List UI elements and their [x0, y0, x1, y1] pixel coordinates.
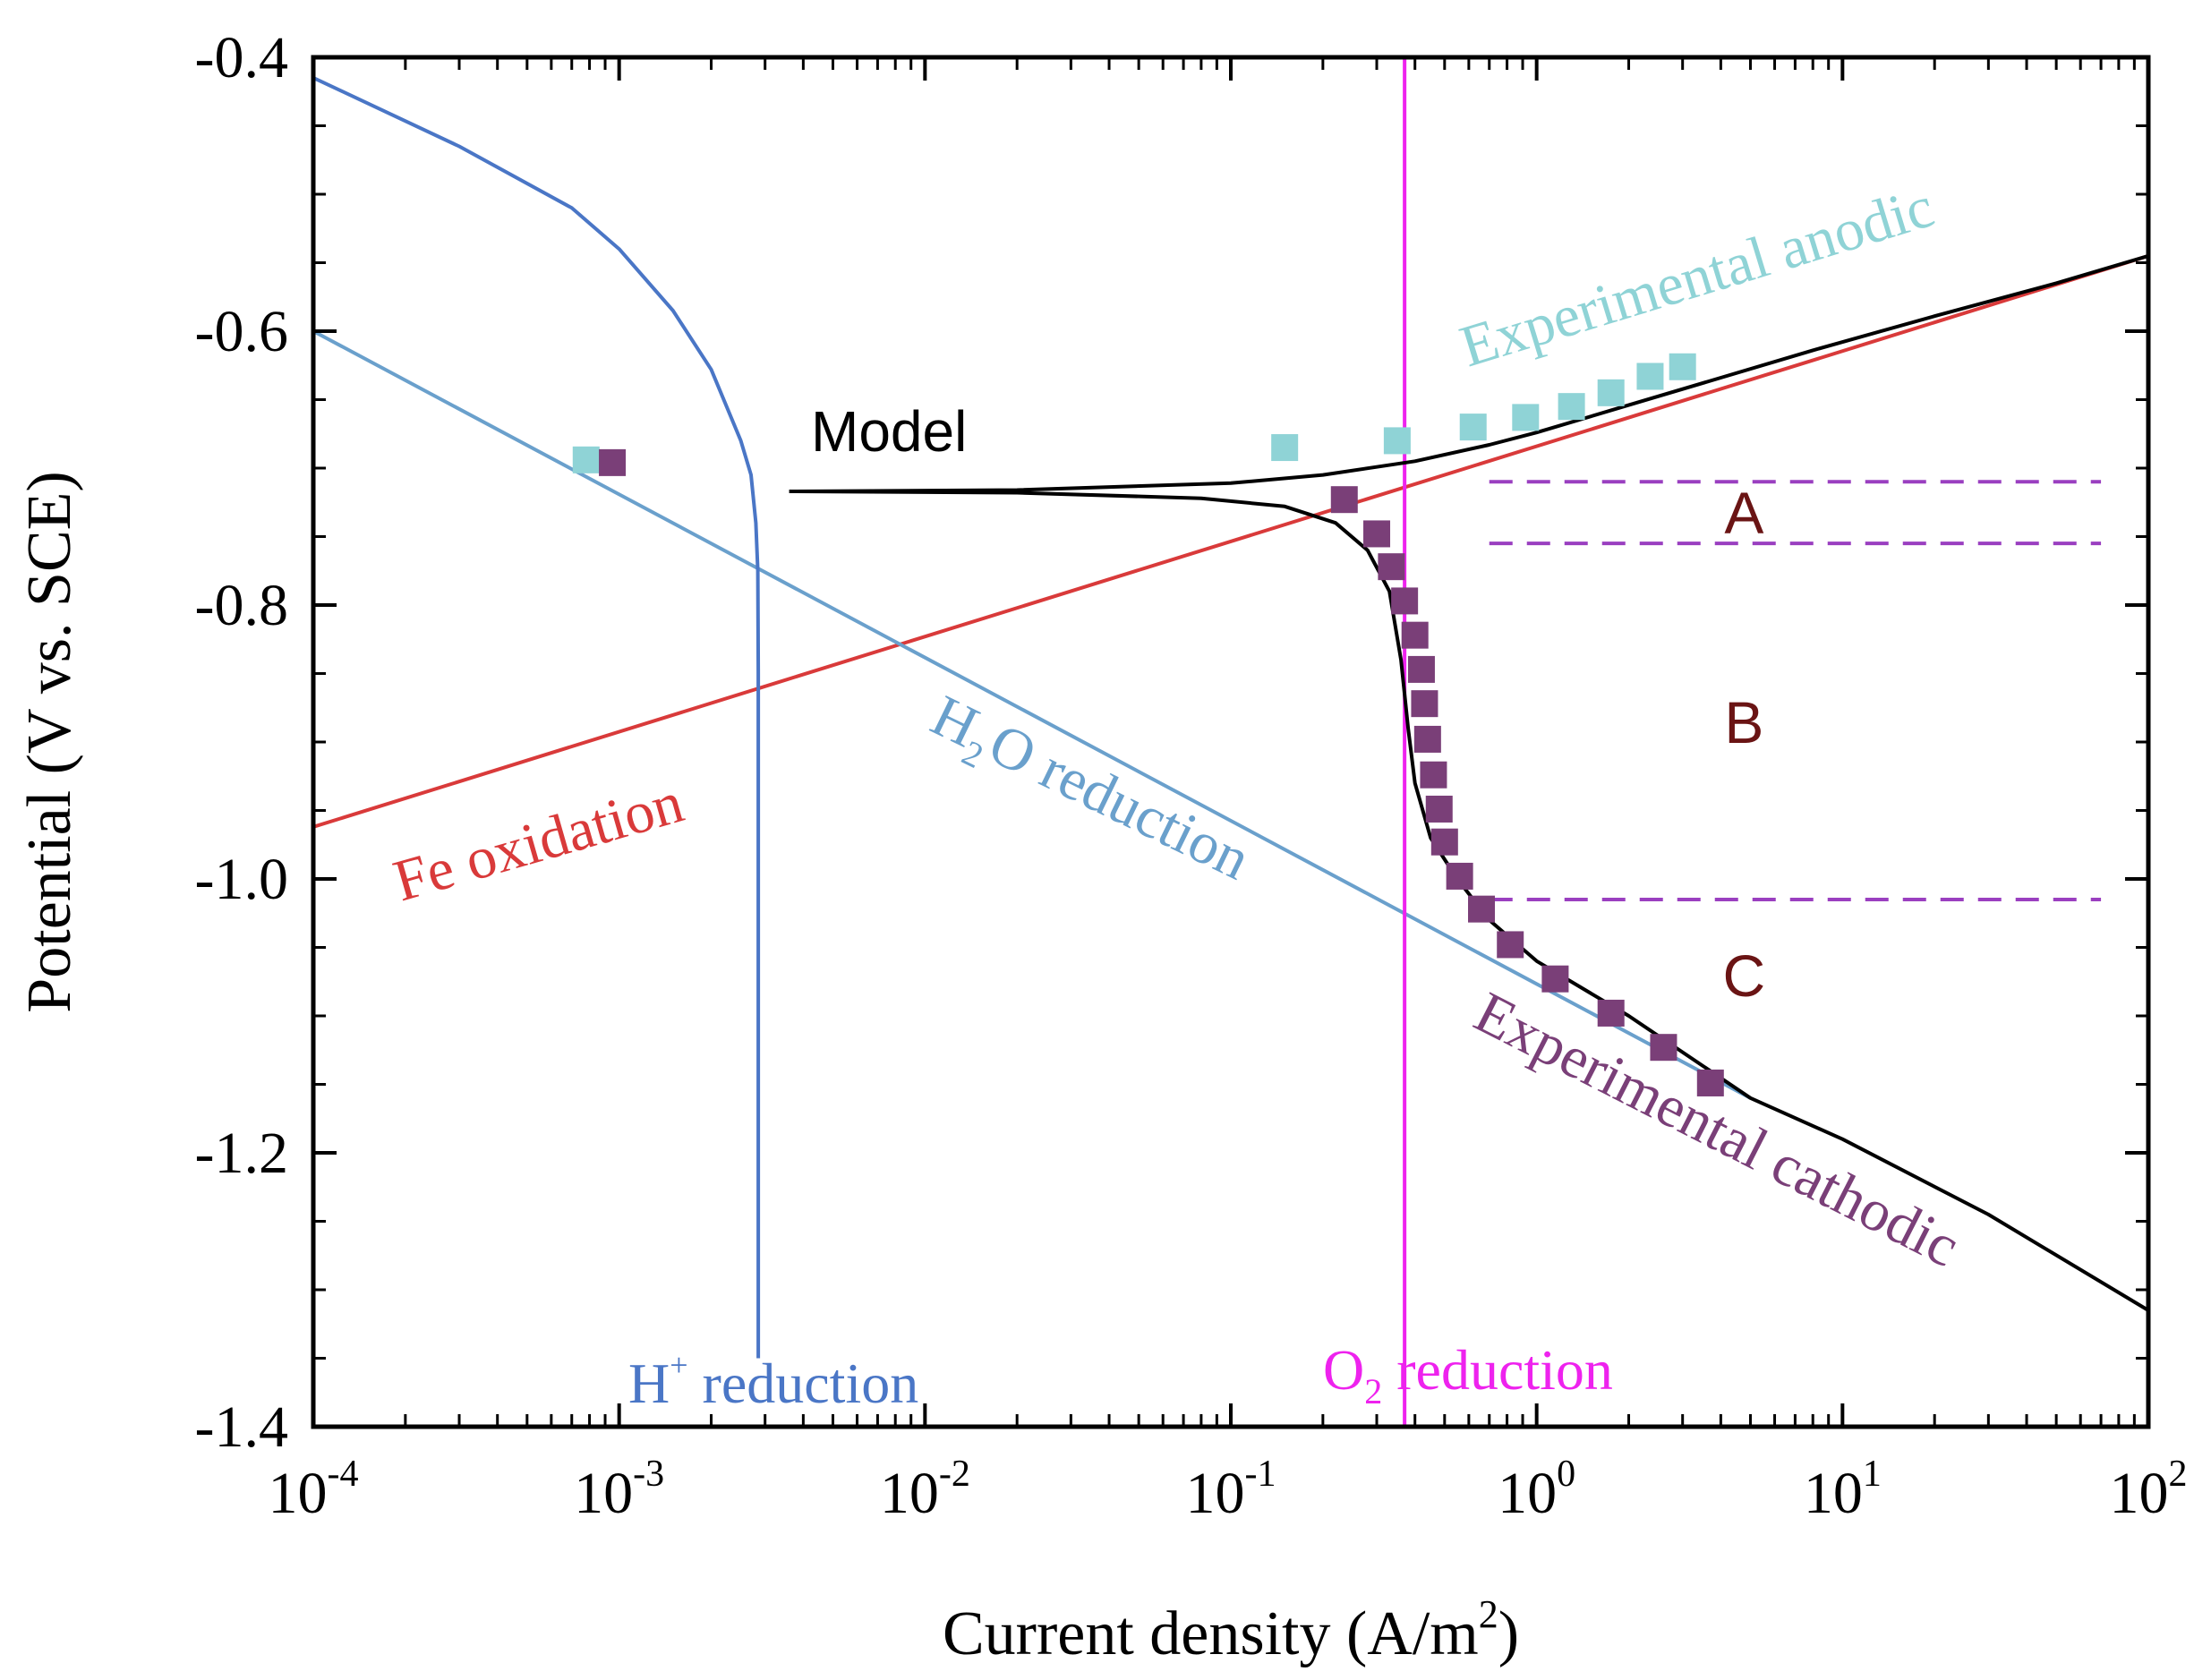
- x-tick-label-base: 10: [2110, 1461, 2169, 1526]
- experimental-anodic-point: [1271, 434, 1299, 462]
- experimental-cathodic-point: [1391, 587, 1419, 615]
- x-tick-label-exponent: 2: [2169, 1454, 2188, 1495]
- y-tick-label: -1.4: [195, 1394, 288, 1460]
- markers: [572, 353, 1724, 1096]
- x-axis-title-sup: 2: [1479, 1592, 1498, 1636]
- x-tick-label: 10-1: [1186, 1454, 1276, 1526]
- experimental-cathodic-point: [599, 448, 627, 476]
- experimental-cathodic-point: [1497, 931, 1524, 959]
- experimental-cathodic-point: [1597, 999, 1625, 1027]
- experimental-cathodic-point: [1401, 621, 1429, 649]
- h-plus-reduction-label: H+ reduction: [628, 1347, 918, 1415]
- y-tick-label: -1.2: [195, 1121, 288, 1186]
- x-tick-label: 101: [1804, 1454, 1882, 1526]
- experimental-anodic-point: [1597, 379, 1625, 406]
- experimental-cathodic-point: [1330, 486, 1358, 514]
- experimental-cathodic-point: [1696, 1069, 1724, 1096]
- experimental-cathodic-point: [1420, 761, 1447, 789]
- x-tick-label-exponent: -2: [939, 1454, 970, 1495]
- h-plus-label-rest: reduction: [688, 1352, 919, 1415]
- experimental-anodic-point: [1383, 427, 1411, 455]
- axis-tick-labels: 10-4 10-3 10-2 10-1 100 101 102-0.4-0.6-0.8-1.…: [195, 25, 2188, 1526]
- x-axis-title-end: ): [1498, 1599, 1519, 1668]
- x-axis-title-main: Current density (A/m: [943, 1599, 1479, 1668]
- x-tick-label-exponent: -4: [328, 1454, 359, 1495]
- y-tick-label: -0.6: [195, 299, 288, 364]
- experimental-anodic-point: [1558, 393, 1585, 421]
- experimental-cathodic-point: [1407, 655, 1435, 683]
- experimental-cathodic-point: [1468, 895, 1496, 923]
- experimental-anodic-point: [572, 446, 600, 473]
- experimental-cathodic-point: [1413, 725, 1441, 753]
- x-tick-label-exponent: 1: [1863, 1454, 1882, 1495]
- model-anodic-line: [789, 253, 2148, 493]
- o2-label-base: O: [1323, 1338, 1364, 1402]
- x-tick-label-base: 10: [1804, 1461, 1863, 1526]
- experimental-cathodic-point: [1425, 795, 1453, 823]
- x-tick-label-exponent: 0: [1557, 1454, 1575, 1495]
- experimental-cathodic-point: [1650, 1034, 1677, 1062]
- x-tick-label: 10-3: [574, 1454, 664, 1526]
- x-tick-label-base: 10: [269, 1461, 328, 1526]
- x-axis-title: Current density (A/m2): [943, 1592, 1519, 1668]
- x-tick-label-base: 10: [1186, 1461, 1245, 1526]
- y-tick-label: -1.0: [195, 847, 288, 912]
- h-plus-label-base: H: [628, 1352, 670, 1415]
- y-tick-label: -0.8: [195, 573, 288, 638]
- experimental-cathodic-point: [1411, 690, 1438, 718]
- o2-label-sub: 2: [1364, 1371, 1382, 1411]
- experimental-cathodic-point: [1430, 828, 1458, 856]
- curves: [313, 57, 2148, 1427]
- x-tick-label-base: 10: [880, 1461, 939, 1526]
- h2o-reduction-line: [313, 329, 1752, 1100]
- experimental-anodic-point: [1459, 414, 1487, 441]
- experimental-anodic-point: [1636, 362, 1664, 390]
- experimental-cathodic-point: [1378, 553, 1405, 581]
- axis-ticks: [312, 55, 2150, 1428]
- experimental-cathodic-point: [1363, 520, 1391, 548]
- y-tick-label: -0.4: [195, 25, 288, 90]
- x-tick-label-exponent: -3: [633, 1454, 664, 1495]
- x-tick-label: 10-2: [880, 1454, 970, 1526]
- h-plus-reduction-line: [313, 76, 761, 1359]
- region-label: C: [1722, 942, 1765, 1009]
- o2-reduction-label: O2 reduction: [1323, 1338, 1613, 1411]
- experimental-anodic-point: [1512, 404, 1540, 431]
- experimental-cathodic-point: [1446, 862, 1473, 890]
- x-tick-label: 100: [1498, 1454, 1575, 1526]
- fe-oxidation-line: [313, 253, 2148, 829]
- region-labels: A B C: [1722, 480, 1765, 1009]
- x-tick-label-exponent: -1: [1245, 1454, 1276, 1495]
- region-label: A: [1724, 480, 1763, 546]
- x-tick-label: 10-4: [269, 1454, 359, 1526]
- region-label: B: [1724, 689, 1763, 755]
- h-plus-label-sup: +: [670, 1347, 687, 1383]
- region-lines: [1489, 480, 2102, 901]
- experimental-cathodic-point: [1541, 965, 1569, 993]
- model-cathodic-line: [789, 490, 2148, 1312]
- y-axis-title: Potential (V vs. SCE): [15, 471, 84, 1012]
- x-tick-label-base: 10: [1498, 1461, 1557, 1526]
- o2-label-rest: reduction: [1382, 1338, 1613, 1402]
- experimental-anodic-point: [1669, 353, 1696, 380]
- x-tick-label: 102: [2110, 1454, 2188, 1526]
- model-label: Model: [811, 399, 967, 464]
- x-tick-label-base: 10: [574, 1461, 633, 1526]
